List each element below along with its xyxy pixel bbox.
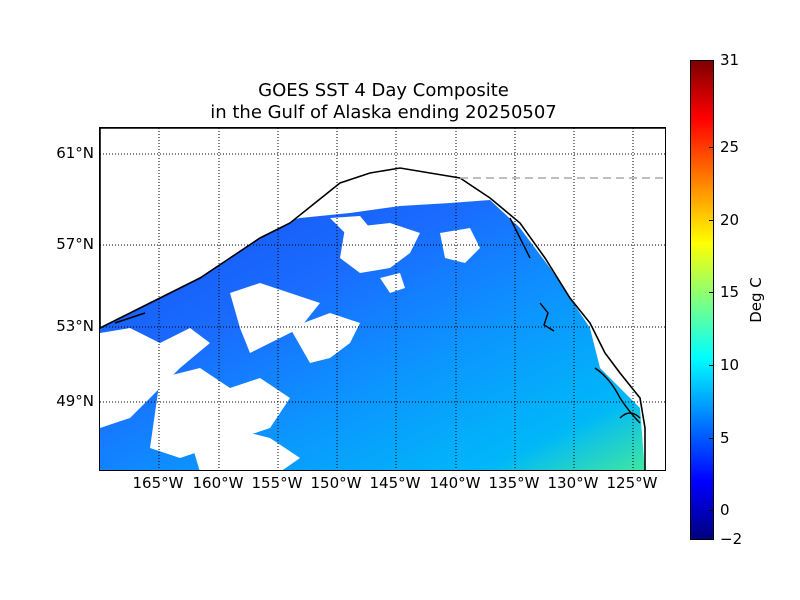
map-title-line2: in the Gulf of Alaska ending 20250507: [210, 102, 557, 123]
lon-label-150: 150°W: [310, 474, 362, 492]
coast-detail: [509, 217, 641, 424]
graticule: [100, 128, 665, 470]
colorbar-tick-15: 15: [720, 283, 740, 301]
colorbar-tick-31: 31: [720, 51, 740, 69]
colorbar-label: Deg C: [747, 277, 765, 323]
colorbar-tick-0: 0: [720, 501, 730, 519]
lon-label-155: 155°W: [251, 474, 303, 492]
lat-label-49: 49°N: [56, 392, 94, 410]
colorbar-tick-minus2: −2: [720, 530, 743, 548]
map-title-line1: GOES SST 4 Day Composite: [258, 80, 509, 101]
lat-label-61: 61°N: [56, 144, 94, 162]
colorbar-tick-mark: [709, 510, 714, 511]
colorbar-tick-20: 20: [720, 211, 740, 229]
lon-label-145: 145°W: [369, 474, 421, 492]
lon-label-130: 130°W: [547, 474, 599, 492]
lon-label-135: 135°W: [488, 474, 540, 492]
lon-label-140: 140°W: [429, 474, 481, 492]
colorbar-tick-mark: [709, 220, 714, 221]
lon-label-125: 125°W: [606, 474, 658, 492]
colorbar-tick-mark: [709, 60, 714, 61]
colorbar: [690, 60, 714, 540]
lat-label-53: 53°N: [56, 317, 94, 335]
colorbar-tick-25: 25: [720, 138, 740, 156]
lon-label-165: 165°W: [132, 474, 184, 492]
sst-map-svg: [100, 128, 665, 470]
lon-label-160: 160°W: [192, 474, 244, 492]
cloud-gaps: [100, 216, 480, 470]
colorbar-tick-10: 10: [720, 356, 740, 374]
colorbar-tick-mark: [709, 438, 714, 439]
colorbar-tick-mark: [709, 147, 714, 148]
colorbar-tick-5: 5: [720, 429, 730, 447]
sst-map: [99, 127, 666, 471]
lat-label-57: 57°N: [56, 235, 94, 253]
colorbar-tick-mark: [709, 539, 714, 540]
colorbar-tick-mark: [709, 292, 714, 293]
colorbar-tick-mark: [709, 365, 714, 366]
coastline: [100, 128, 665, 470]
